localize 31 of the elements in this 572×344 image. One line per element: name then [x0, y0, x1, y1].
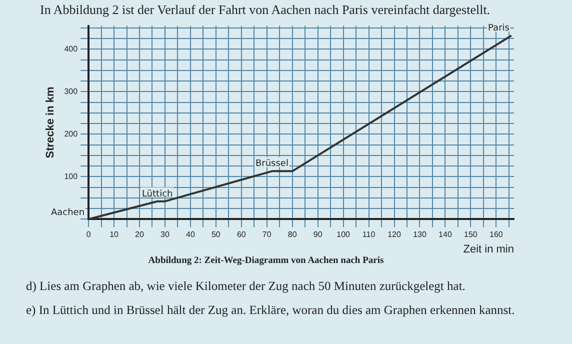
x-tick-label: 10: [110, 230, 120, 240]
y-tick-label: 200: [64, 129, 78, 138]
text: d) Lies am Graphen ab, wie viele Kilometer der Zug nach 50 Minuten zurückgelegt hat.: [25, 279, 466, 294]
x-tick-label: 0: [86, 230, 92, 240]
x-tick-label: 80: [288, 230, 298, 240]
annotation: Aachen: [50, 208, 85, 218]
annotation: Paris: [488, 24, 510, 34]
x-tick-label: 160: [489, 230, 504, 240]
x-tick-label: 130: [413, 230, 427, 240]
annotation: Brüssel: [255, 159, 288, 170]
x-tick-label: 90: [313, 230, 323, 240]
annotation: Lüttich: [142, 189, 173, 200]
text: Abbildung 2: Zeit-Weg-Diagramm von Aachen nach Paris: [147, 256, 385, 268]
x-tick-label: 140: [438, 230, 452, 240]
x-tick-label: 150: [464, 230, 478, 240]
y-axis-title: Strecke in km: [44, 86, 57, 158]
x-tick-label: 40: [186, 230, 196, 240]
x-axis-title: Zeit in min: [463, 243, 514, 256]
x-tick-label: 30: [160, 230, 170, 240]
x-tick-label: 20: [135, 230, 144, 240]
x-tick-label: 120: [388, 230, 402, 240]
x-tick-label: 50: [211, 230, 221, 240]
y-tick-label: 100: [64, 172, 78, 181]
y-tick-label: 300: [64, 86, 78, 96]
chart-title: In Abbildung 2 ist der Verlauf der Fahrt von Aachen nach Paris vereinfacht dargestellt.: [39, 1, 492, 18]
x-tick-label: 70: [262, 230, 272, 240]
x-tick-label: 110: [362, 230, 376, 240]
x-tick-label: 100: [336, 230, 351, 240]
x-tick-label: 60: [236, 230, 246, 240]
text: e) In Lüttich und in Brüssel hält der Zug an. Erkläre, woran du dies am Graphen erkennen kannst.: [25, 303, 516, 318]
y-tick-label: 400: [64, 44, 78, 54]
